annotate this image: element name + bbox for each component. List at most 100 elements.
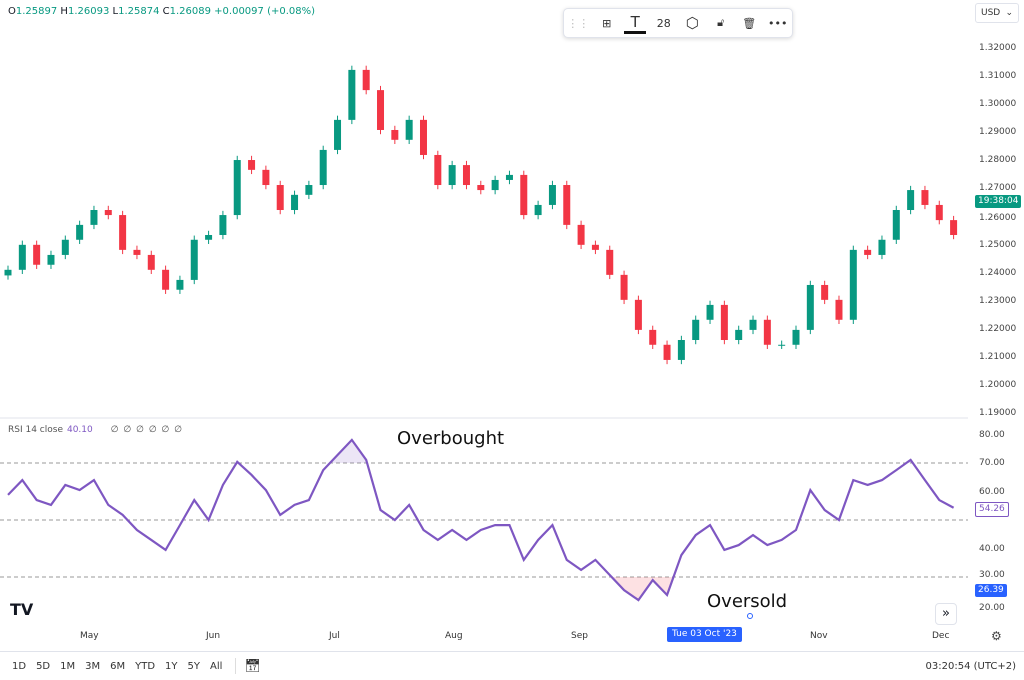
range-1d[interactable]: 1D <box>12 660 27 672</box>
month-tick: Sep <box>571 631 588 641</box>
candle <box>434 154 442 186</box>
price-tick: 1.23000 <box>979 295 1017 306</box>
candle <box>33 244 41 265</box>
candle <box>892 210 900 240</box>
candle <box>548 185 556 205</box>
month-tick: Nov <box>810 631 828 641</box>
candle <box>663 344 671 360</box>
overbought-annotation[interactable]: Overbought <box>397 428 505 449</box>
candle <box>792 329 800 345</box>
chart-canvas[interactable] <box>0 0 968 625</box>
date-range-icon[interactable]: 📅︎ <box>244 658 261 674</box>
candle <box>935 204 943 221</box>
range-5y[interactable]: 5Y <box>187 660 201 672</box>
drag-handle-icon[interactable]: ⋮⋮ <box>567 16 590 30</box>
candle <box>849 249 857 320</box>
currency-select[interactable]: USD ⌄ <box>975 3 1019 23</box>
candle <box>806 284 814 330</box>
candle <box>47 254 55 265</box>
candle <box>276 185 284 211</box>
candle <box>233 160 241 216</box>
candle <box>649 329 657 345</box>
range-all[interactable]: All <box>210 660 223 672</box>
price-tick: 1.20000 <box>979 379 1017 390</box>
price-tick: 1.25000 <box>979 239 1017 250</box>
candle <box>778 344 786 346</box>
settings-hexagon-icon[interactable]: ⬡ <box>685 14 699 32</box>
price-tick: 1.30000 <box>979 99 1017 110</box>
rsi-tick: 20.00 <box>979 602 1005 613</box>
candle <box>505 174 513 180</box>
price-tick: 1.32000 <box>979 43 1017 53</box>
unlock-icon[interactable]: 🔓︎ <box>717 16 725 29</box>
rsi-cursor-label: 26.39 <box>975 584 1007 597</box>
candle <box>864 249 872 255</box>
candle <box>248 160 256 170</box>
candle <box>162 269 170 290</box>
candle <box>591 244 599 250</box>
candle <box>176 279 184 290</box>
candle <box>477 185 485 191</box>
drawing-toolbar: ⋮⋮ ⊞ T 28 ⬡ 🔓︎ 🗑︎ ••• <box>563 8 793 38</box>
candle <box>419 119 427 155</box>
candle <box>577 224 585 245</box>
candle <box>878 239 886 255</box>
cursor-marker <box>747 613 753 619</box>
candle <box>634 299 642 330</box>
candle <box>119 215 127 250</box>
month-tick: Jun <box>206 631 221 641</box>
trash-icon[interactable]: 🗑︎ <box>742 16 757 30</box>
tradingview-logo[interactable]: TV <box>10 600 34 619</box>
candle <box>520 174 528 216</box>
range-3m[interactable]: 3M <box>85 660 101 672</box>
range-1m[interactable]: 1M <box>60 660 76 672</box>
bottom-toolbar: 1D 5D 1M 3M 6M YTD 1Y 5Y All 📅︎ 03:20:54 (UTC+2) <box>0 651 1024 680</box>
candle <box>448 165 456 186</box>
candle <box>749 319 757 330</box>
range-6m[interactable]: 6M <box>110 660 126 672</box>
candle <box>76 224 84 240</box>
more-icon[interactable]: ••• <box>768 16 788 30</box>
candle <box>147 254 155 270</box>
month-tick: Aug <box>445 631 463 641</box>
ohlc-legend: O1.25897 H1.26093 L1.25874 C1.26089 +0.0… <box>8 6 316 17</box>
month-tick: May <box>80 631 99 641</box>
scroll-to-realtime-button[interactable]: » <box>935 603 957 625</box>
price-tick: 1.21000 <box>979 351 1017 362</box>
rsi-tick: 40.00 <box>979 543 1005 554</box>
time-cursor-label: Tue 03 Oct '23 <box>667 627 742 642</box>
add-object-icon[interactable]: ⊞ <box>602 16 612 30</box>
candle <box>104 210 112 216</box>
candle <box>763 319 771 345</box>
candle <box>4 269 12 276</box>
price-tick: 1.31000 <box>979 71 1017 82</box>
candle <box>821 284 829 300</box>
rsi-current-label: 54.26 <box>975 502 1009 517</box>
range-5d[interactable]: 5D <box>36 660 51 672</box>
candle <box>377 90 385 130</box>
oversold-annotation[interactable]: Oversold <box>707 591 788 612</box>
candle <box>133 249 141 255</box>
rsi-tick: 60.00 <box>979 486 1005 497</box>
clock[interactable]: 03:20:54 (UTC+2) <box>925 660 1016 672</box>
candle <box>362 69 370 91</box>
candle <box>620 274 628 300</box>
text-icon[interactable]: T <box>624 12 647 34</box>
candle <box>692 319 700 340</box>
candle <box>706 304 714 320</box>
candle <box>921 190 929 205</box>
settings-icon[interactable]: ⚙ <box>991 629 1002 643</box>
candle <box>61 239 69 255</box>
range-ytd[interactable]: YTD <box>135 660 156 672</box>
candle <box>348 69 356 120</box>
candle <box>262 169 270 186</box>
range-1y[interactable]: 1Y <box>165 660 178 672</box>
price-tick: 1.19000 <box>979 408 1017 418</box>
price-tick: 1.29000 <box>979 127 1017 138</box>
chevron-down-icon: ⌄ <box>1005 8 1013 18</box>
candle <box>405 119 413 140</box>
candle <box>462 165 470 186</box>
font-size-button[interactable]: 28 <box>656 16 671 30</box>
candle <box>18 244 26 270</box>
price-tick: 1.26000 <box>979 213 1017 224</box>
